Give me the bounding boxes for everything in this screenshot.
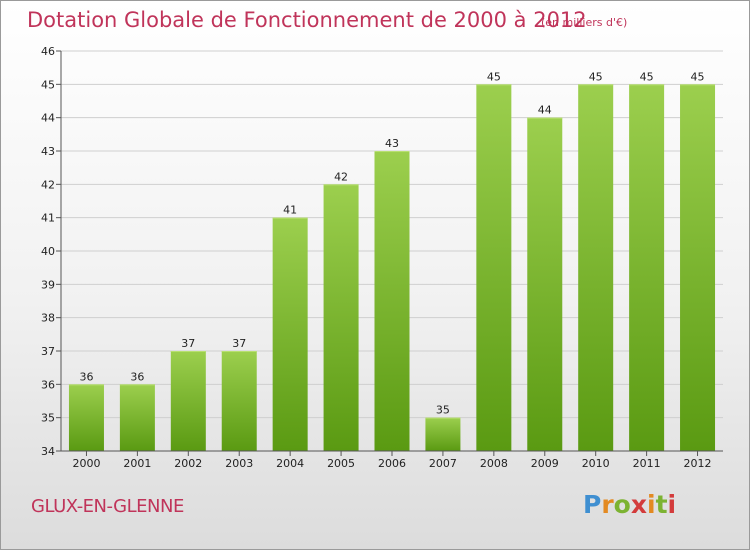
x-tick-label: 2001 bbox=[123, 457, 151, 470]
bar bbox=[476, 84, 512, 451]
y-tick-label: 40 bbox=[41, 245, 55, 258]
y-tick-label: 45 bbox=[41, 78, 55, 91]
bar-value-label: 41 bbox=[283, 204, 297, 217]
y-tick-label: 38 bbox=[41, 312, 55, 325]
bar bbox=[221, 351, 257, 451]
bars bbox=[68, 84, 716, 452]
bar bbox=[323, 184, 359, 452]
x-tick-label: 2006 bbox=[378, 457, 406, 470]
x-tick-label: 2005 bbox=[327, 457, 355, 470]
y-tick-label: 42 bbox=[41, 178, 55, 191]
bar bbox=[68, 384, 104, 451]
bar-value-label: 45 bbox=[640, 70, 654, 83]
chart-subtitle: (en milliers d'€) bbox=[541, 16, 628, 29]
x-tick-label: 2012 bbox=[684, 457, 712, 470]
y-tick-label: 41 bbox=[41, 212, 55, 225]
x-tick-label: 2011 bbox=[633, 457, 661, 470]
bar bbox=[374, 151, 410, 451]
bar bbox=[272, 217, 308, 451]
x-tick-label: 2002 bbox=[174, 457, 202, 470]
chart-title: Dotation Globale de Fonctionnement de 20… bbox=[27, 8, 587, 32]
bar-value-label: 45 bbox=[589, 70, 603, 83]
logo-letter: o bbox=[613, 490, 631, 519]
x-tick-label: 2007 bbox=[429, 457, 457, 470]
value-labels: 36 36 37 37 41 42 43 35 45 44 45 45 45 bbox=[79, 70, 704, 416]
x-tick-label: 2003 bbox=[225, 457, 253, 470]
logo-letter: i bbox=[647, 490, 656, 519]
y-tick-label: 34 bbox=[41, 445, 55, 458]
bar-value-label: 42 bbox=[334, 170, 348, 183]
y-tick-label: 39 bbox=[41, 278, 55, 291]
bar-value-label: 37 bbox=[232, 337, 246, 350]
x-tick-label: 2008 bbox=[480, 457, 508, 470]
logo-letter: i bbox=[667, 490, 677, 519]
logo-letter: P bbox=[583, 490, 602, 519]
bar-value-label: 43 bbox=[385, 137, 399, 150]
commune-name: GLUX-EN-GLENNE bbox=[31, 496, 184, 517]
bar bbox=[170, 351, 206, 451]
bar-value-label: 44 bbox=[538, 104, 552, 117]
axes: 34 35 36 37 38 39 40 41 42 43 44 45 46 2000 2001 2002 20… bbox=[41, 45, 723, 470]
logo-letter: r bbox=[601, 490, 614, 519]
x-tick-label: 2004 bbox=[276, 457, 304, 470]
y-tick-label: 35 bbox=[41, 412, 55, 425]
bar-value-label: 36 bbox=[130, 370, 144, 383]
bar bbox=[425, 417, 461, 451]
x-tick-label: 2000 bbox=[72, 457, 100, 470]
bar-value-label: 45 bbox=[487, 70, 501, 83]
bar bbox=[680, 84, 716, 451]
bar-value-label: 35 bbox=[436, 404, 450, 417]
proxiti-logo[interactable]: Proxiti bbox=[583, 490, 676, 519]
x-tick-label: 2009 bbox=[531, 457, 559, 470]
logo-letter: x bbox=[630, 490, 647, 519]
y-tick-label: 43 bbox=[41, 145, 55, 158]
x-tick-label: 2010 bbox=[582, 457, 610, 470]
bar bbox=[527, 117, 563, 452]
y-tick-label: 46 bbox=[41, 45, 55, 58]
y-tick-label: 36 bbox=[41, 378, 55, 391]
bar-value-label: 45 bbox=[691, 70, 705, 83]
bar bbox=[119, 384, 155, 451]
bar-value-label: 37 bbox=[181, 337, 195, 350]
bar-value-label: 36 bbox=[79, 370, 93, 383]
logo-letter: t bbox=[655, 490, 668, 519]
bar bbox=[578, 84, 614, 451]
y-tick-label: 37 bbox=[41, 345, 55, 358]
y-tick-label: 44 bbox=[41, 112, 55, 125]
bar bbox=[629, 84, 665, 451]
